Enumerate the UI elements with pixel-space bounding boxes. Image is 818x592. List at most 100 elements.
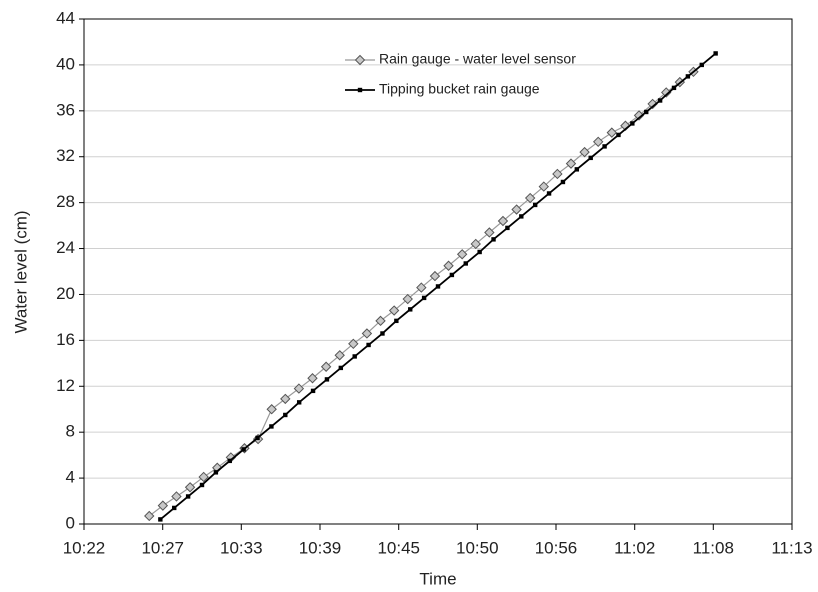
marker	[647, 98, 658, 110]
marker	[158, 517, 163, 522]
marker	[685, 74, 691, 79]
marker	[546, 191, 552, 196]
marker	[429, 270, 441, 282]
marker	[266, 404, 277, 415]
marker	[408, 307, 413, 312]
marker	[470, 238, 481, 250]
marker	[713, 51, 718, 56]
marker	[361, 328, 373, 339]
marker	[213, 470, 219, 475]
y-tick-label: 16	[56, 330, 75, 349]
marker	[283, 412, 288, 418]
marker	[671, 85, 677, 91]
marker	[280, 393, 291, 405]
marker	[307, 373, 318, 384]
marker	[227, 458, 232, 464]
marker	[574, 167, 580, 172]
marker	[579, 146, 590, 158]
marker	[421, 295, 427, 301]
x-tick-label: 11:13	[771, 538, 812, 557]
marker	[198, 471, 209, 483]
marker	[588, 155, 593, 161]
marker	[375, 315, 386, 327]
marker	[380, 331, 385, 336]
y-axis-label: Water level (cm)	[11, 210, 30, 333]
marker	[565, 158, 577, 169]
marker	[602, 144, 607, 149]
y-tick-label: 4	[66, 468, 75, 487]
series-line	[148, 71, 694, 517]
y-tick-label: 24	[56, 238, 75, 257]
marker	[511, 204, 522, 215]
marker	[157, 500, 169, 511]
marker	[241, 447, 246, 452]
marker	[338, 365, 344, 371]
marker	[310, 388, 316, 394]
legend-label: Tipping bucket rain gauge	[379, 81, 540, 97]
marker	[388, 305, 400, 316]
plot-frame	[83, 18, 793, 525]
marker	[616, 132, 621, 138]
marker	[269, 424, 274, 429]
marker	[630, 121, 635, 126]
marker	[560, 179, 566, 185]
x-tick-label: 10:45	[377, 538, 420, 557]
x-tick-label: 11:08	[693, 538, 734, 557]
marker	[456, 249, 468, 260]
marker	[505, 225, 510, 231]
marker	[463, 261, 468, 266]
marker	[606, 127, 618, 138]
x-tick-label: 11:02	[614, 538, 655, 557]
x-tick-label: 10:22	[63, 538, 106, 557]
marker	[538, 181, 549, 192]
marker	[644, 109, 649, 115]
marker	[394, 318, 399, 324]
marker	[661, 87, 672, 98]
marker	[449, 272, 455, 278]
y-tick-label: 8	[66, 422, 75, 441]
marker	[519, 214, 524, 219]
y-tick-label: 44	[56, 8, 75, 27]
marker	[171, 491, 182, 502]
marker	[477, 249, 482, 255]
marker	[324, 377, 330, 382]
marker	[443, 260, 454, 271]
legend-marker	[354, 54, 366, 66]
marker	[366, 342, 371, 348]
marker	[296, 400, 302, 405]
marker	[699, 62, 704, 68]
y-tick-label: 12	[56, 376, 75, 395]
y-tick-label: 28	[56, 192, 75, 211]
marker	[172, 505, 177, 511]
marker	[657, 98, 663, 103]
marker	[144, 510, 155, 522]
marker	[334, 350, 345, 361]
x-tick-label: 10:27	[141, 538, 184, 557]
marker	[552, 168, 563, 180]
marker	[185, 494, 191, 499]
x-axis-label: Time	[419, 569, 456, 588]
marker	[320, 361, 332, 372]
marker	[532, 202, 538, 208]
legend-marker	[357, 87, 363, 93]
marker	[497, 215, 509, 227]
marker	[293, 383, 305, 394]
y-tick-label: 40	[56, 54, 75, 73]
y-tick-label: 36	[56, 100, 75, 119]
marker	[352, 354, 357, 359]
marker	[402, 293, 413, 305]
marker	[491, 237, 496, 242]
marker	[484, 227, 495, 238]
legend-label: Rain gauge - water level sensor	[379, 51, 576, 67]
x-tick-label: 10:33	[220, 538, 263, 557]
marker	[184, 482, 196, 493]
y-tick-label: 0	[66, 513, 75, 532]
x-tick-label: 10:56	[535, 538, 578, 557]
marker	[416, 282, 427, 293]
y-tick-label: 32	[56, 146, 75, 165]
marker	[633, 110, 645, 121]
marker	[435, 284, 441, 289]
x-tick-label: 10:39	[299, 538, 342, 557]
marker	[199, 482, 205, 488]
